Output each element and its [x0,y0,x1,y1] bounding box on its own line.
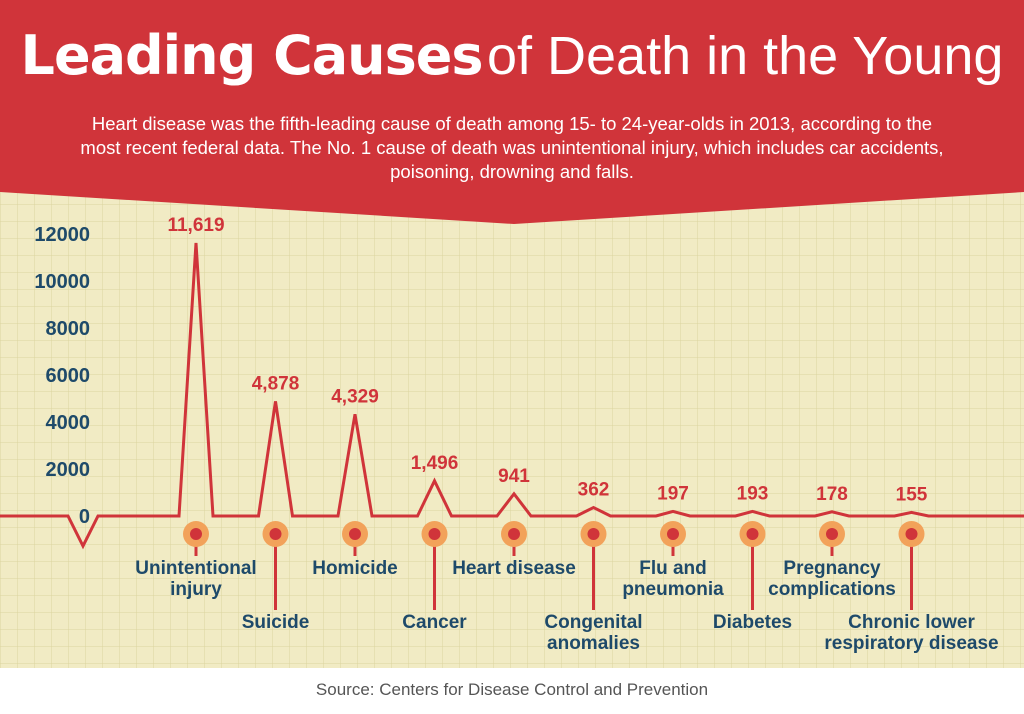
marker-inner [905,528,918,540]
marker-inner [826,528,838,540]
chart-grid [0,180,1024,668]
y-tick-label: 8000 [46,318,91,340]
value-label: 155 [896,484,928,505]
data-point: 1,496 Cancer [402,453,467,633]
marker-inner [587,528,600,540]
value-label: 4,878 [252,373,300,394]
marker-inner [269,528,282,540]
category-label: Flu and pneumonia [622,558,724,600]
data-point: 178 Pregnancy complications [768,484,896,600]
y-tick-label: 6000 [46,365,91,387]
y-tick-label: 12000 [34,224,90,246]
source-note: Source: Centers for Disease Control and … [315,680,709,699]
value-label: 197 [657,483,689,504]
heartbeat-line [0,242,1024,550]
category-label: Pregnancy complications [768,558,896,600]
y-tick-label: 2000 [46,459,91,481]
category-label: Suicide [242,612,310,633]
marker-inner [508,528,520,540]
marker-inner [667,528,679,540]
y-tick-label: 0 [79,506,90,528]
marker-inner [746,528,759,540]
data-point: 362 Congenital anomalies [544,479,642,654]
y-axis: 0 2000 4000 6000 8000 10000 12000 [34,224,90,528]
value-label: 4,329 [331,386,379,407]
title-light: of Death in the Young [486,26,1004,86]
y-tick-label: 4000 [46,412,91,434]
data-point: 193 Diabetes [713,483,792,633]
subtitle: Heart disease was the fifth-leading caus… [80,113,944,182]
title-banner [0,0,1024,224]
marker-inner [349,528,361,540]
value-label: 193 [737,483,769,504]
category-label: Cancer [402,612,467,633]
data-point: 155 Chronic lower respiratory disease [824,484,998,654]
marker-inner [428,528,441,540]
category-label: Homicide [312,558,398,579]
data-point: 197 Flu and pneumonia [622,483,724,600]
value-label: 1,496 [411,453,459,474]
marker-inner [190,528,202,540]
value-label: 362 [578,479,610,500]
data-point: 4,878 Suicide [242,373,310,633]
value-label: 941 [498,466,530,487]
page-title: Leading Causes of Death in the Young [0,24,1024,87]
data-point: 4,329 Homicide [312,386,398,579]
category-label: Unintentional injury [135,558,256,600]
title-bold: Leading Causes [20,24,484,87]
value-label: 11,619 [167,215,224,236]
data-point: 941 Heart disease [452,466,576,579]
chart-marks: 11,619 Unintentional injury 4,878 Suicide 4,3… [135,215,998,654]
category-label: Congenital anomalies [544,612,642,654]
y-tick-label: 10000 [34,271,90,293]
category-label: Heart disease [452,558,576,579]
value-label: 178 [816,484,848,505]
category-label: Chronic lower respiratory disease [824,612,998,654]
data-point: 11,619 Unintentional injury [135,215,256,600]
category-label: Diabetes [713,612,792,633]
